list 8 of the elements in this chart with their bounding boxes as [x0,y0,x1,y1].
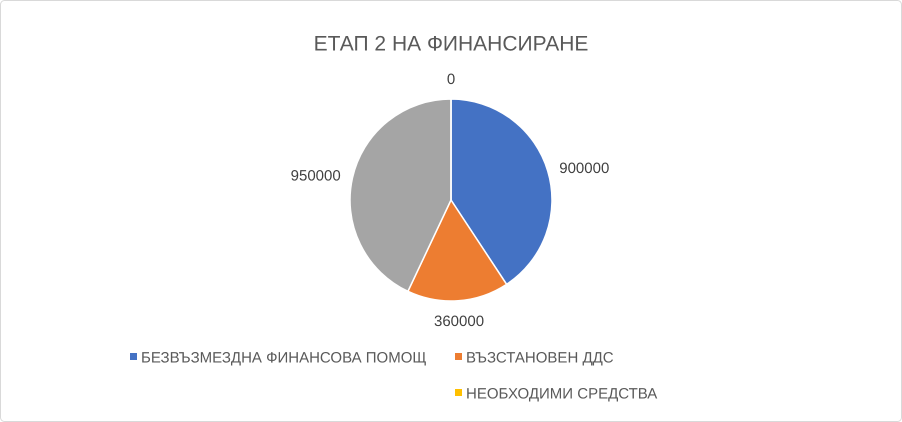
legend-label: НЕОБХОДИМИ СРЕДСТВА [466,385,658,402]
data-label: 950000 [290,168,341,185]
text: 0 [446,71,456,88]
data-label: 900000 [559,160,610,177]
chart-title: ЕТАП 2 НА ФИНАНСИРАНЕ [314,32,588,56]
legend-label: ВЪЗСТАНОВЕН ДДС [466,349,614,366]
legend-label: БЕЗВЪЗМЕЗДНА ФИНАНСОВА ПОМОЩ [141,349,426,366]
data-label: 360000 [434,313,484,330]
